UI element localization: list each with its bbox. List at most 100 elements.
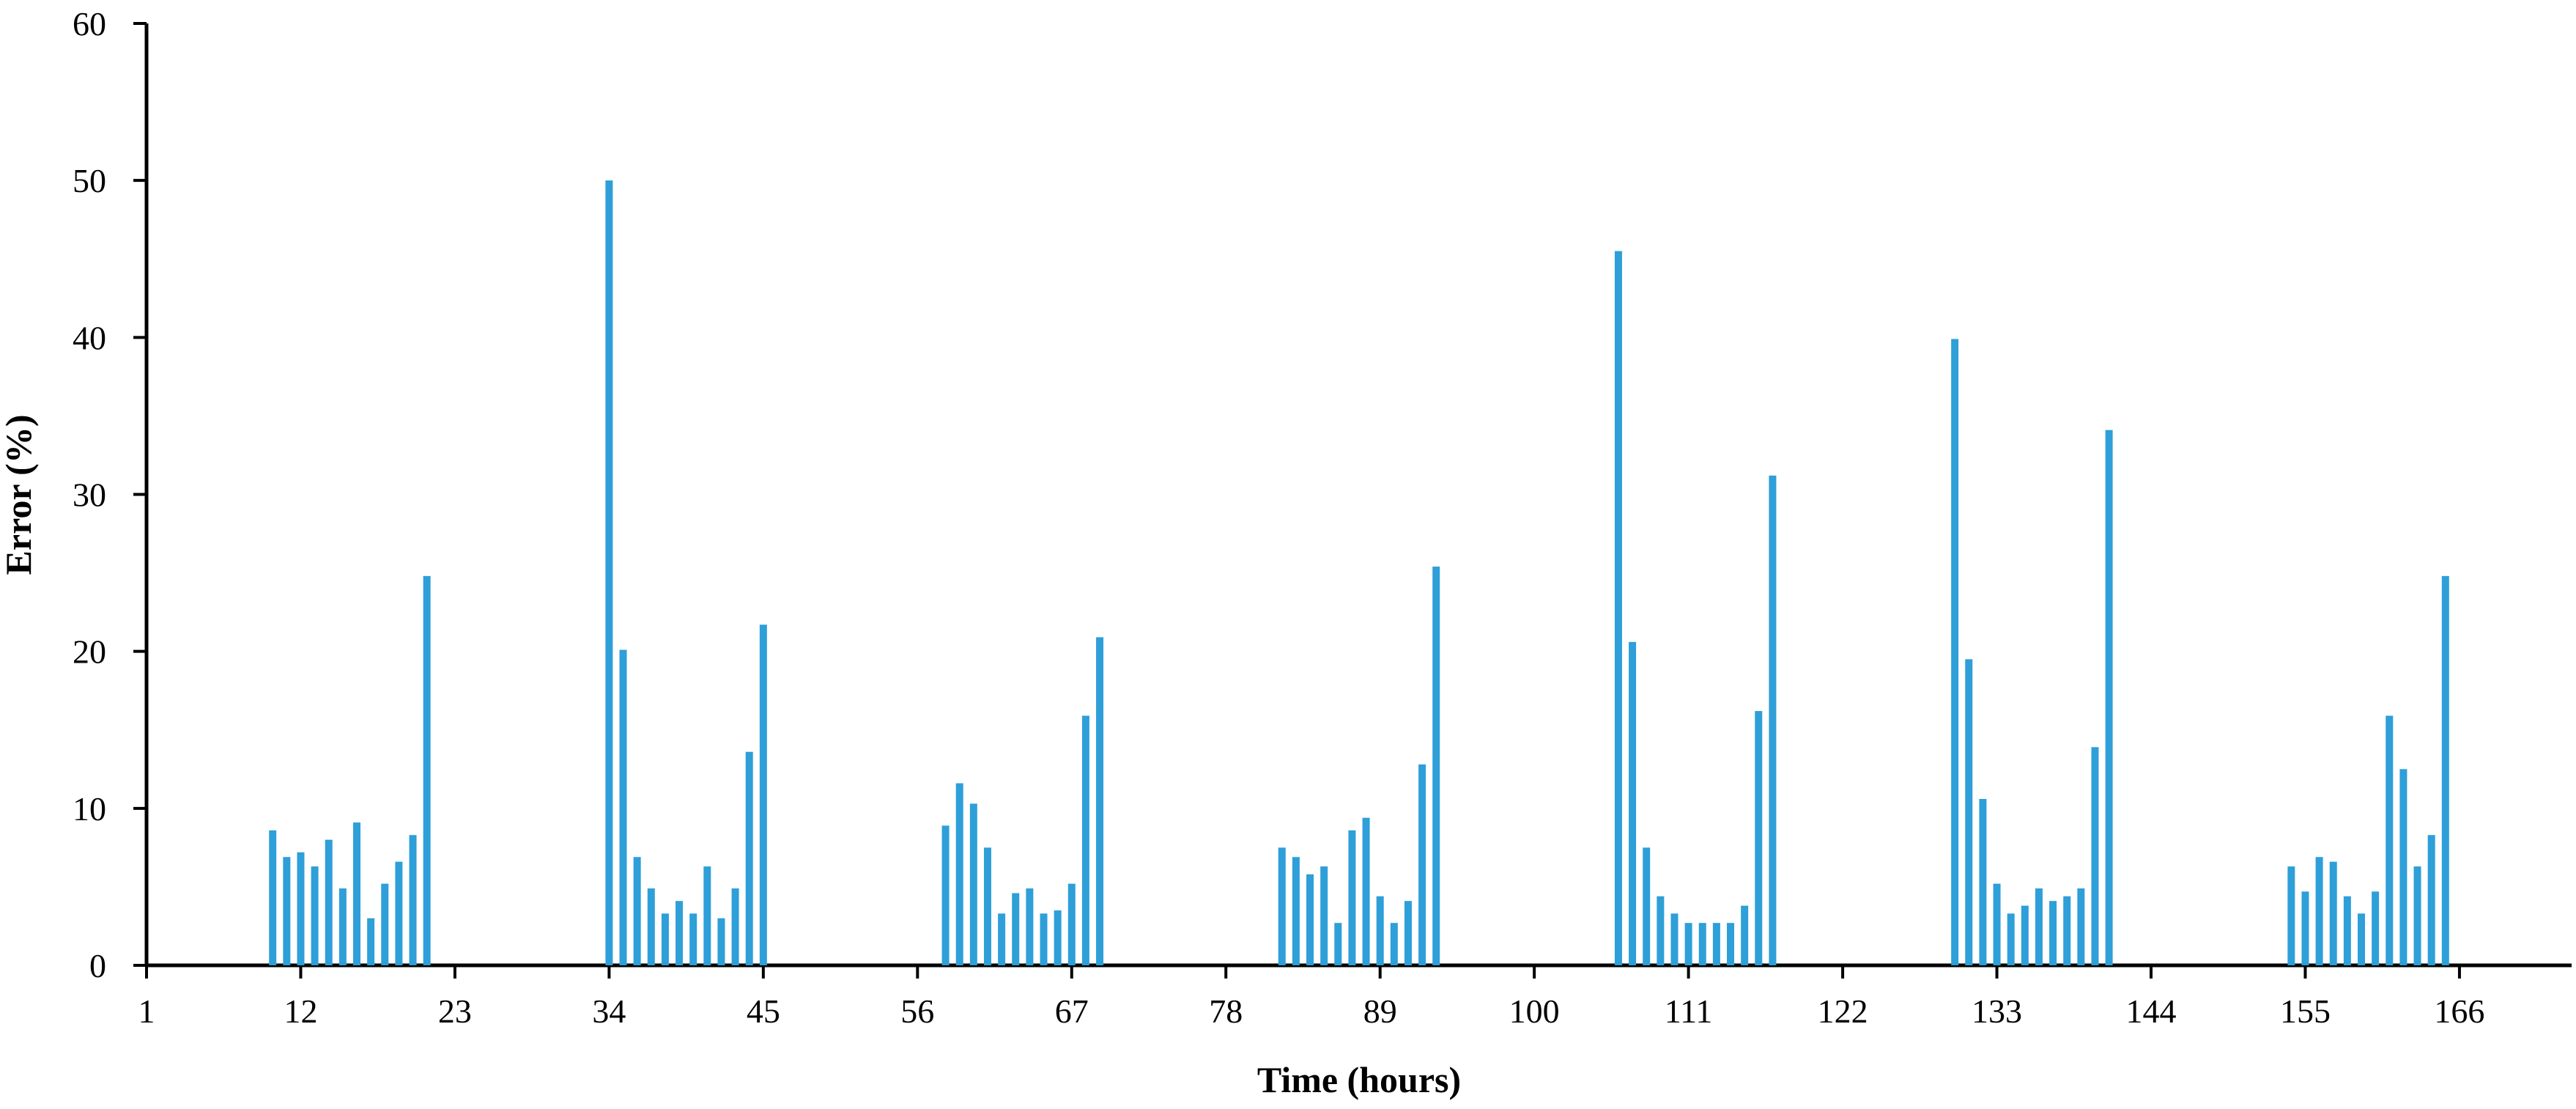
x-tick-label: 34 [592, 992, 626, 1030]
x-tick-label: 144 [2126, 992, 2177, 1030]
x-tick-label: 1 [138, 992, 155, 1030]
bar [395, 861, 403, 965]
bar [1012, 893, 1020, 965]
bar [689, 913, 697, 965]
y-tick-label: 0 [89, 947, 106, 984]
bar [2105, 430, 2113, 965]
bar [311, 866, 319, 965]
bar [955, 783, 963, 965]
x-tick-label: 12 [284, 992, 317, 1030]
x-axis-title: Time (hours) [1257, 1059, 1461, 1100]
x-tick-label: 166 [2434, 992, 2484, 1030]
x-tick-label: 155 [2280, 992, 2331, 1030]
bar [367, 918, 375, 965]
x-tick-label: 78 [1209, 992, 1243, 1030]
bar [1026, 888, 1034, 965]
bar [325, 839, 333, 965]
bar [283, 857, 291, 965]
bar [409, 835, 417, 965]
bar [1755, 711, 1763, 965]
bar [1320, 866, 1328, 965]
y-axis-title: Error (%) [0, 415, 39, 575]
bar [381, 883, 389, 965]
bar [941, 825, 950, 965]
bar [2007, 913, 2015, 965]
bar [297, 852, 305, 965]
bar [2301, 891, 2309, 965]
bar [1643, 847, 1651, 965]
x-tick-label: 122 [1818, 992, 1868, 1030]
bar [1965, 659, 1973, 965]
bar [1951, 339, 1959, 966]
bar [1081, 715, 1089, 965]
bar [1390, 923, 1398, 965]
bar [1670, 913, 1679, 965]
bar [2413, 866, 2421, 965]
x-tick-label: 56 [900, 992, 934, 1030]
bar [703, 866, 711, 965]
bar [969, 803, 977, 965]
bar [2049, 901, 2057, 965]
bar-series [269, 180, 2449, 966]
bar [1741, 905, 1749, 965]
bar [1040, 913, 1048, 965]
bar [1334, 923, 1342, 965]
bar [1376, 896, 1384, 965]
bar [1096, 637, 1104, 965]
bar [2063, 896, 2071, 965]
y-tick-label: 60 [73, 5, 106, 43]
bar [1979, 798, 1987, 965]
y-tick-label: 20 [73, 633, 106, 671]
bar [1067, 883, 1076, 965]
bar [2441, 575, 2449, 965]
bar [2329, 861, 2337, 965]
bar [1292, 857, 1300, 965]
bar [998, 913, 1006, 965]
bar [2315, 857, 2323, 965]
x-tick-label: 111 [1665, 992, 1713, 1030]
plot-area: 0 10 20 30 40 50 60 1 12 23 34 45 56 67 78 89 100 111 122… [73, 5, 2572, 1030]
bar [1684, 923, 1692, 965]
bar [1404, 901, 1412, 965]
bar [2077, 888, 2085, 965]
y-tick-label: 30 [73, 476, 106, 514]
bar [1054, 910, 1062, 965]
bar [717, 918, 725, 965]
bar [633, 857, 641, 965]
bar [2427, 835, 2435, 965]
bar [2035, 888, 2043, 965]
bar [2399, 769, 2407, 965]
x-tick-label: 67 [1055, 992, 1089, 1030]
bar [352, 822, 360, 965]
x-tick-label: 100 [1509, 992, 1560, 1030]
x-tick-label: 23 [438, 992, 472, 1030]
bar [605, 180, 613, 966]
y-axis-ticks: 0 10 20 30 40 50 60 [73, 5, 147, 984]
x-tick-label: 133 [1972, 992, 2022, 1030]
bar [619, 649, 627, 965]
bar [1614, 251, 1622, 966]
bar [1993, 883, 2001, 965]
bar [1698, 923, 1706, 965]
y-tick-label: 40 [73, 319, 106, 356]
bar [647, 888, 655, 965]
bar [731, 888, 739, 965]
bar [1629, 641, 1637, 965]
bar [1769, 475, 1777, 965]
bar [2358, 913, 2366, 965]
bar [745, 751, 753, 965]
y-tick-label: 10 [73, 790, 106, 828]
bar [2287, 866, 2295, 965]
bar [338, 888, 347, 965]
bar [1306, 874, 1314, 965]
y-tick-label: 50 [73, 162, 106, 199]
bar [676, 901, 684, 965]
bar [1657, 896, 1665, 965]
bar [983, 847, 991, 965]
bar [1362, 817, 1370, 965]
bar [2372, 891, 2380, 965]
bar [423, 575, 431, 965]
bar [1432, 567, 1440, 965]
bar [1418, 764, 1426, 965]
bar [269, 830, 277, 965]
